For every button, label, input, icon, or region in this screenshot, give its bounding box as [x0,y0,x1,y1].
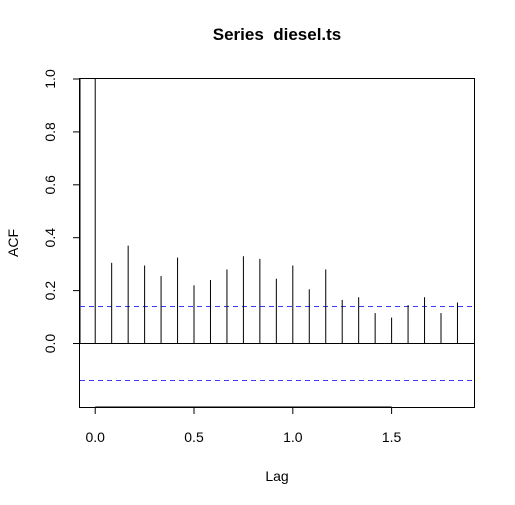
x-tick-label: 1.5 [382,429,402,445]
y-tick-label: 0.4 [42,228,58,248]
x-tick-label: 0.5 [184,429,204,445]
y-tick-label: 1.0 [42,69,58,89]
plot-frame [79,78,475,408]
y-axis-label: ACF [5,229,21,257]
x-axis: 0.0 0.5 1.0 1.5 [85,406,402,445]
x-tick-label: 1.0 [283,429,303,445]
x-axis-label: Lag [265,468,288,484]
acf-bars [94,79,458,344]
y-axis: 0.0 0.2 0.4 0.6 0.8 1.0 [42,69,81,354]
y-tick-label: 0.6 [42,175,58,195]
y-tick-label: 0.2 [42,281,58,301]
x-tick-label: 0.0 [85,429,105,445]
y-tick-label: 0.0 [42,334,58,354]
y-tick-label: 0.8 [42,122,58,142]
chart-title: Series diesel.ts [213,25,342,44]
